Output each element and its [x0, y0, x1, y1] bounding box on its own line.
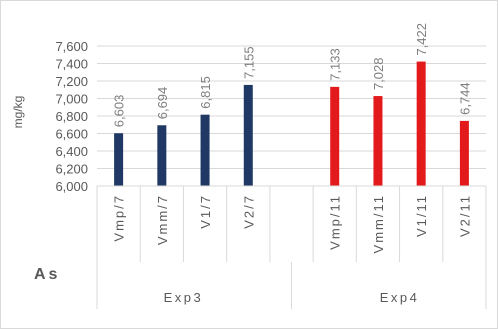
bar [460, 121, 469, 186]
bar [417, 62, 426, 186]
category-labels: Vmp/7 Vmm/7 V1/7 V2/7 Vmp/11 Vmm/11 V1/11 V2/11 [112, 194, 473, 253]
y-tick-label: 7,200 [55, 74, 88, 89]
category-label: V2/7 [241, 194, 256, 229]
category-label: V1/7 [198, 194, 213, 229]
data-label: 7,155 [241, 46, 256, 79]
y-tick-label: 6,600 [55, 127, 88, 142]
bar [244, 85, 253, 186]
data-label: 6,815 [198, 76, 213, 109]
category-label: V1/11 [414, 194, 429, 237]
category-label: Vmp/7 [112, 194, 127, 242]
category-label: Vmm/11 [371, 194, 386, 253]
category-label: Vmp/11 [328, 194, 343, 250]
data-label: 7,133 [328, 48, 343, 81]
group-label: Exp4 [380, 290, 420, 305]
data-label: 7,028 [371, 58, 386, 91]
chart-title: As [34, 266, 60, 283]
y-axis-label: mg/kg [11, 96, 25, 129]
data-label: 6,603 [112, 95, 127, 128]
y-tick-label: 6,000 [55, 179, 88, 194]
bar [373, 96, 382, 186]
data-label: 6,694 [155, 87, 170, 120]
data-label: 6,744 [457, 82, 472, 115]
bar [201, 115, 210, 186]
data-label: 7,422 [414, 23, 429, 56]
y-tick-label: 6,800 [55, 109, 88, 124]
bar [330, 87, 339, 186]
bars [114, 62, 469, 186]
bar [157, 125, 166, 186]
bar [114, 133, 123, 186]
y-tick-label: 7,400 [55, 57, 88, 72]
y-tick-label: 7,000 [55, 92, 88, 107]
category-label: V2/11 [457, 194, 472, 237]
y-tick-label: 6,400 [55, 144, 88, 159]
y-axis-ticks: 6,000 6,200 6,400 6,600 6,800 7,000 7,200 7,400… [55, 39, 88, 194]
group-label: Exp3 [164, 290, 204, 305]
category-label: Vmm/7 [155, 194, 170, 245]
y-tick-label: 7,600 [55, 39, 88, 54]
y-tick-label: 6,200 [55, 162, 88, 177]
